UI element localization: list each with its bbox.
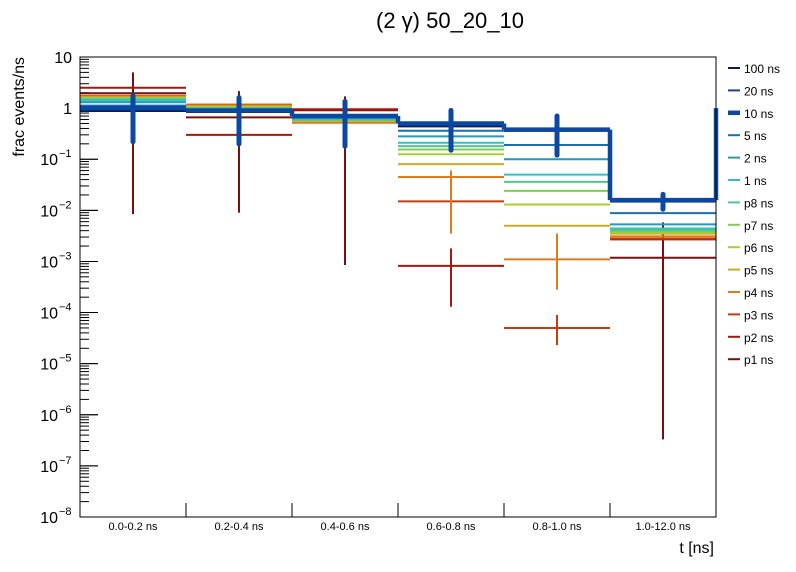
y-tick-exponent: −7: [59, 455, 72, 467]
x-tick-label: 0.0-0.2 ns: [109, 521, 158, 533]
x-tick-label: 0.8-1.0 ns: [533, 521, 582, 533]
y-tick-exponent: −5: [59, 353, 72, 365]
x-tick-label: 0.4-0.6 ns: [321, 521, 370, 533]
legend-label: 1 ns: [744, 174, 767, 188]
legend-label: p7 ns: [744, 219, 773, 233]
series-10-ns: [80, 93, 719, 212]
series-p3-ns: [80, 94, 716, 346]
legend-label: 5 ns: [744, 129, 767, 143]
legend: 100 ns 20 ns 10 ns 5 ns 2 ns 1 ns p8 ns p7 ns p6…: [728, 62, 780, 367]
legend-item: p6 ns: [728, 241, 773, 255]
legend-item: p4 ns: [728, 286, 773, 300]
legend-item: p2 ns: [728, 331, 773, 345]
y-tick-exponent: −3: [59, 250, 72, 262]
legend-item: p8 ns: [728, 196, 773, 210]
legend-label: 20 ns: [744, 84, 773, 98]
legend-label: p4 ns: [744, 286, 773, 300]
y-tick-label: 1: [63, 101, 72, 118]
legend-label: p6 ns: [744, 241, 773, 255]
y-tick-label: 10: [40, 357, 58, 374]
y-tick-exponent: −6: [59, 404, 72, 416]
plot-frame: [79, 56, 717, 518]
y-tick-label: 10: [40, 510, 58, 527]
legend-item: 20 ns: [728, 84, 773, 98]
y-tick-exponent: −8: [59, 506, 72, 518]
legend-item: p7 ns: [728, 219, 773, 233]
y-tick-label: 10: [40, 459, 58, 476]
y-tick-exponent: −4: [59, 302, 72, 314]
y-tick-label: 10: [40, 254, 58, 271]
legend-item: p5 ns: [728, 264, 773, 278]
x-tick-label: 0.2-0.4 ns: [215, 521, 264, 533]
legend-item: 10 ns: [728, 107, 773, 121]
y-tick-label: 10: [40, 408, 58, 425]
x-axis-title: t [ns]: [679, 540, 714, 557]
legend-label: p2 ns: [744, 331, 773, 345]
legend-item: 100 ns: [728, 62, 780, 76]
series-p1-ns: [80, 72, 716, 440]
y-tick-label: 10: [40, 203, 58, 220]
x-tick-label: 0.6-0.8 ns: [427, 521, 476, 533]
legend-label: 100 ns: [744, 62, 780, 76]
chart-title: (2 γ) 50_20_10: [376, 8, 524, 33]
y-axis-title: frac events/ns: [11, 57, 28, 157]
legend-label: p5 ns: [744, 264, 773, 278]
plot-area: [80, 72, 719, 440]
x-tick-label: 1.0-12.0 ns: [635, 521, 691, 533]
legend-item: 2 ns: [728, 152, 767, 166]
legend-label: 10 ns: [744, 107, 773, 121]
legend-label: p8 ns: [744, 196, 773, 210]
x-axis: 0.0-0.2 ns 0.2-0.4 ns 0.4-0.6 ns 0.6-0.8 ns…: [79, 503, 717, 533]
y-tick-exponent: −1: [59, 148, 72, 160]
y-tick-label: 10: [54, 50, 72, 67]
legend-item: p3 ns: [728, 308, 773, 322]
y-tick-label: 10: [40, 152, 58, 169]
legend-label: 2 ns: [744, 152, 767, 166]
legend-label: p1 ns: [744, 353, 773, 367]
y-tick-exponent: −2: [59, 199, 72, 211]
legend-item: 1 ns: [728, 174, 767, 188]
legend-item: p1 ns: [728, 353, 773, 367]
legend-item: 5 ns: [728, 129, 767, 143]
y-tick-label: 10: [40, 306, 58, 323]
legend-label: p3 ns: [744, 308, 773, 322]
